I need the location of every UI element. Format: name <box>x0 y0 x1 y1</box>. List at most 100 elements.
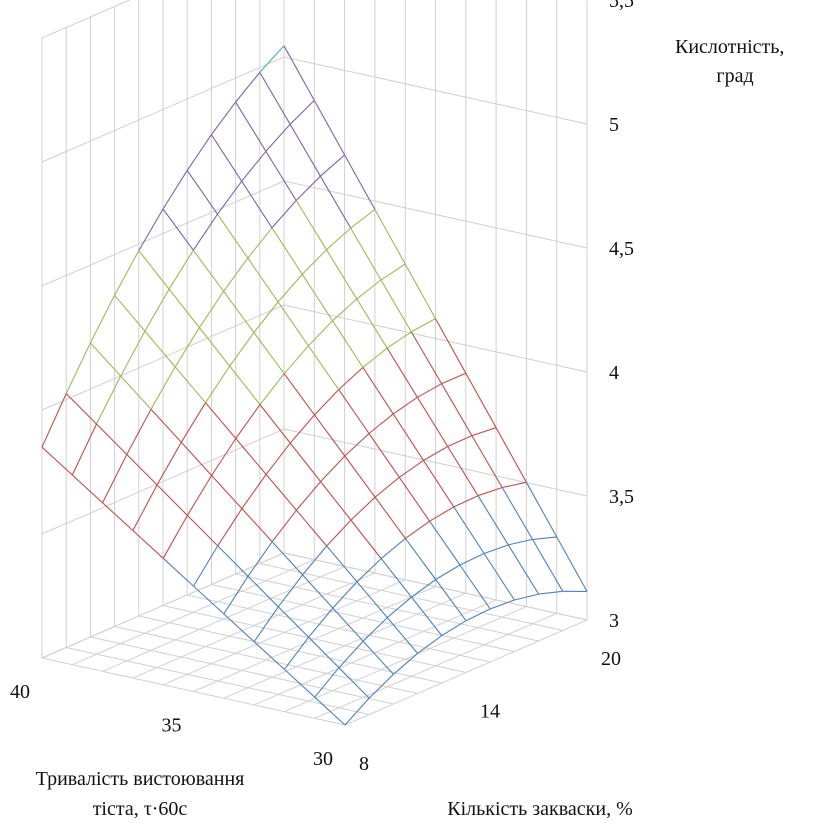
surface-mesh-segment <box>241 508 273 543</box>
surface-mesh-segment <box>217 508 243 547</box>
surface-mesh-segment <box>120 375 152 410</box>
surface-mesh-segment <box>386 617 419 654</box>
surface-mesh-segment <box>192 213 218 251</box>
surface-mesh-segment <box>120 330 146 377</box>
surface-mesh-segment <box>114 250 140 296</box>
surface-mesh-segment <box>289 414 315 444</box>
surface-mesh-segment <box>441 383 473 436</box>
surface-mesh-segment <box>308 607 334 638</box>
x-tick-label: 35 <box>162 715 182 737</box>
surface-mesh-segment <box>368 433 400 478</box>
surface-mesh-segment <box>374 496 406 539</box>
surface-mesh-segment <box>235 72 261 103</box>
floor-gridline <box>102 565 345 672</box>
surface-mesh-segment <box>193 545 219 587</box>
surface-mesh-segment <box>404 263 436 319</box>
surface-mesh-segment <box>344 697 370 726</box>
z-tick-label: 3 <box>609 610 619 632</box>
surface-mesh-segment <box>162 208 194 251</box>
floor-gridline <box>72 559 315 666</box>
surface-mesh-segment <box>114 294 146 332</box>
floor-gridline <box>162 605 467 673</box>
surface-mesh-segment <box>326 227 352 251</box>
surface-mesh-segment <box>210 101 237 136</box>
surface-mesh-segment <box>289 442 322 482</box>
surface-mesh-segment <box>326 545 358 583</box>
surface-mesh-segment <box>144 330 176 368</box>
surface-mesh-segment <box>186 134 212 171</box>
left-wall-gridline <box>41 56 285 163</box>
surface-mesh-segment <box>247 227 273 259</box>
surface-mesh-segment <box>253 332 285 375</box>
surface-mesh-segment <box>429 506 455 522</box>
surface-mesh-segment <box>89 342 122 377</box>
left-wall-gridline <box>41 552 285 659</box>
surface-mesh-segment <box>198 290 225 328</box>
surface-mesh-segment <box>368 673 394 699</box>
surface-mesh-segment <box>65 393 97 425</box>
surface-mesh-segment <box>501 487 533 540</box>
surface-mesh-segment <box>338 366 364 391</box>
surface-mesh-segment <box>198 327 231 367</box>
surface-mesh-segment <box>417 635 443 654</box>
surface-mesh-segment <box>362 347 388 368</box>
x-axis-title-line2: тіста, τ·60с <box>93 798 188 820</box>
surface-mesh-segment <box>344 433 370 457</box>
surface-mesh-segment <box>386 596 412 619</box>
surface-mesh-segment <box>356 558 382 583</box>
surface-mesh-segment <box>41 393 67 448</box>
floor-gridline <box>132 572 376 679</box>
surface-mesh-segment <box>459 564 491 610</box>
surface-mesh-segment <box>295 481 322 511</box>
surface-mesh-segment <box>284 668 316 698</box>
surface-mesh-segment <box>338 667 370 699</box>
surface-mesh-segment <box>350 519 382 559</box>
surface-mesh-segment <box>380 263 406 281</box>
surface-mesh-segment <box>404 538 437 580</box>
surface-mesh-segment <box>71 474 103 504</box>
surface-mesh-segment <box>150 366 176 410</box>
surface-mesh-segment <box>362 640 394 675</box>
surface-mesh-segment <box>265 474 297 511</box>
surface-mesh-segment <box>223 576 249 615</box>
surface-mesh-segment <box>138 208 164 251</box>
z-tick-label: 4,5 <box>609 238 634 260</box>
surface-mesh-segment <box>465 608 491 622</box>
surface-mesh-segment <box>429 520 461 566</box>
surface-mesh-segment <box>187 515 219 547</box>
surface-mesh-segment <box>392 396 418 415</box>
surface-mesh-segment <box>283 636 310 670</box>
surface-mesh-segment <box>417 383 442 398</box>
surface-mesh-segment <box>392 413 424 461</box>
surface-mesh-segment <box>532 539 564 592</box>
surface-mesh-segment <box>441 620 467 637</box>
surface-mesh-segment <box>162 515 188 559</box>
surface-mesh-segment <box>259 45 285 73</box>
floor-gridline <box>163 579 406 686</box>
surface-mesh-segment <box>253 301 279 333</box>
surface-mesh-segment <box>453 495 479 508</box>
surface-mesh-segment <box>471 435 503 488</box>
surface-mesh <box>41 45 588 726</box>
surface-mesh-segment <box>283 45 315 101</box>
surface-mesh-segment <box>277 273 303 303</box>
surface-mesh-segment <box>447 435 473 448</box>
surface-mesh-segment <box>259 373 285 405</box>
surface-mesh-segment <box>211 475 243 509</box>
left-wall-gridline <box>41 428 285 535</box>
surface-mesh-segment <box>223 257 249 292</box>
surface-mesh-segment <box>332 607 364 642</box>
surface-mesh-segment <box>211 438 237 476</box>
x-axis-title-line1: Тривалість вистоювання <box>36 768 245 790</box>
surface-mesh-segment <box>168 288 200 328</box>
surface-mesh-segment <box>247 575 279 608</box>
y-tick-label: 8 <box>359 753 369 775</box>
surface-mesh-segment <box>556 536 588 592</box>
surface-mesh-segment <box>525 482 558 538</box>
surface-mesh-segment <box>314 389 340 416</box>
surface-mesh-segment <box>320 154 345 177</box>
surface-mesh-segment <box>271 200 297 229</box>
surface-mesh-segment <box>314 667 340 698</box>
surface-mesh-segment <box>320 455 346 482</box>
